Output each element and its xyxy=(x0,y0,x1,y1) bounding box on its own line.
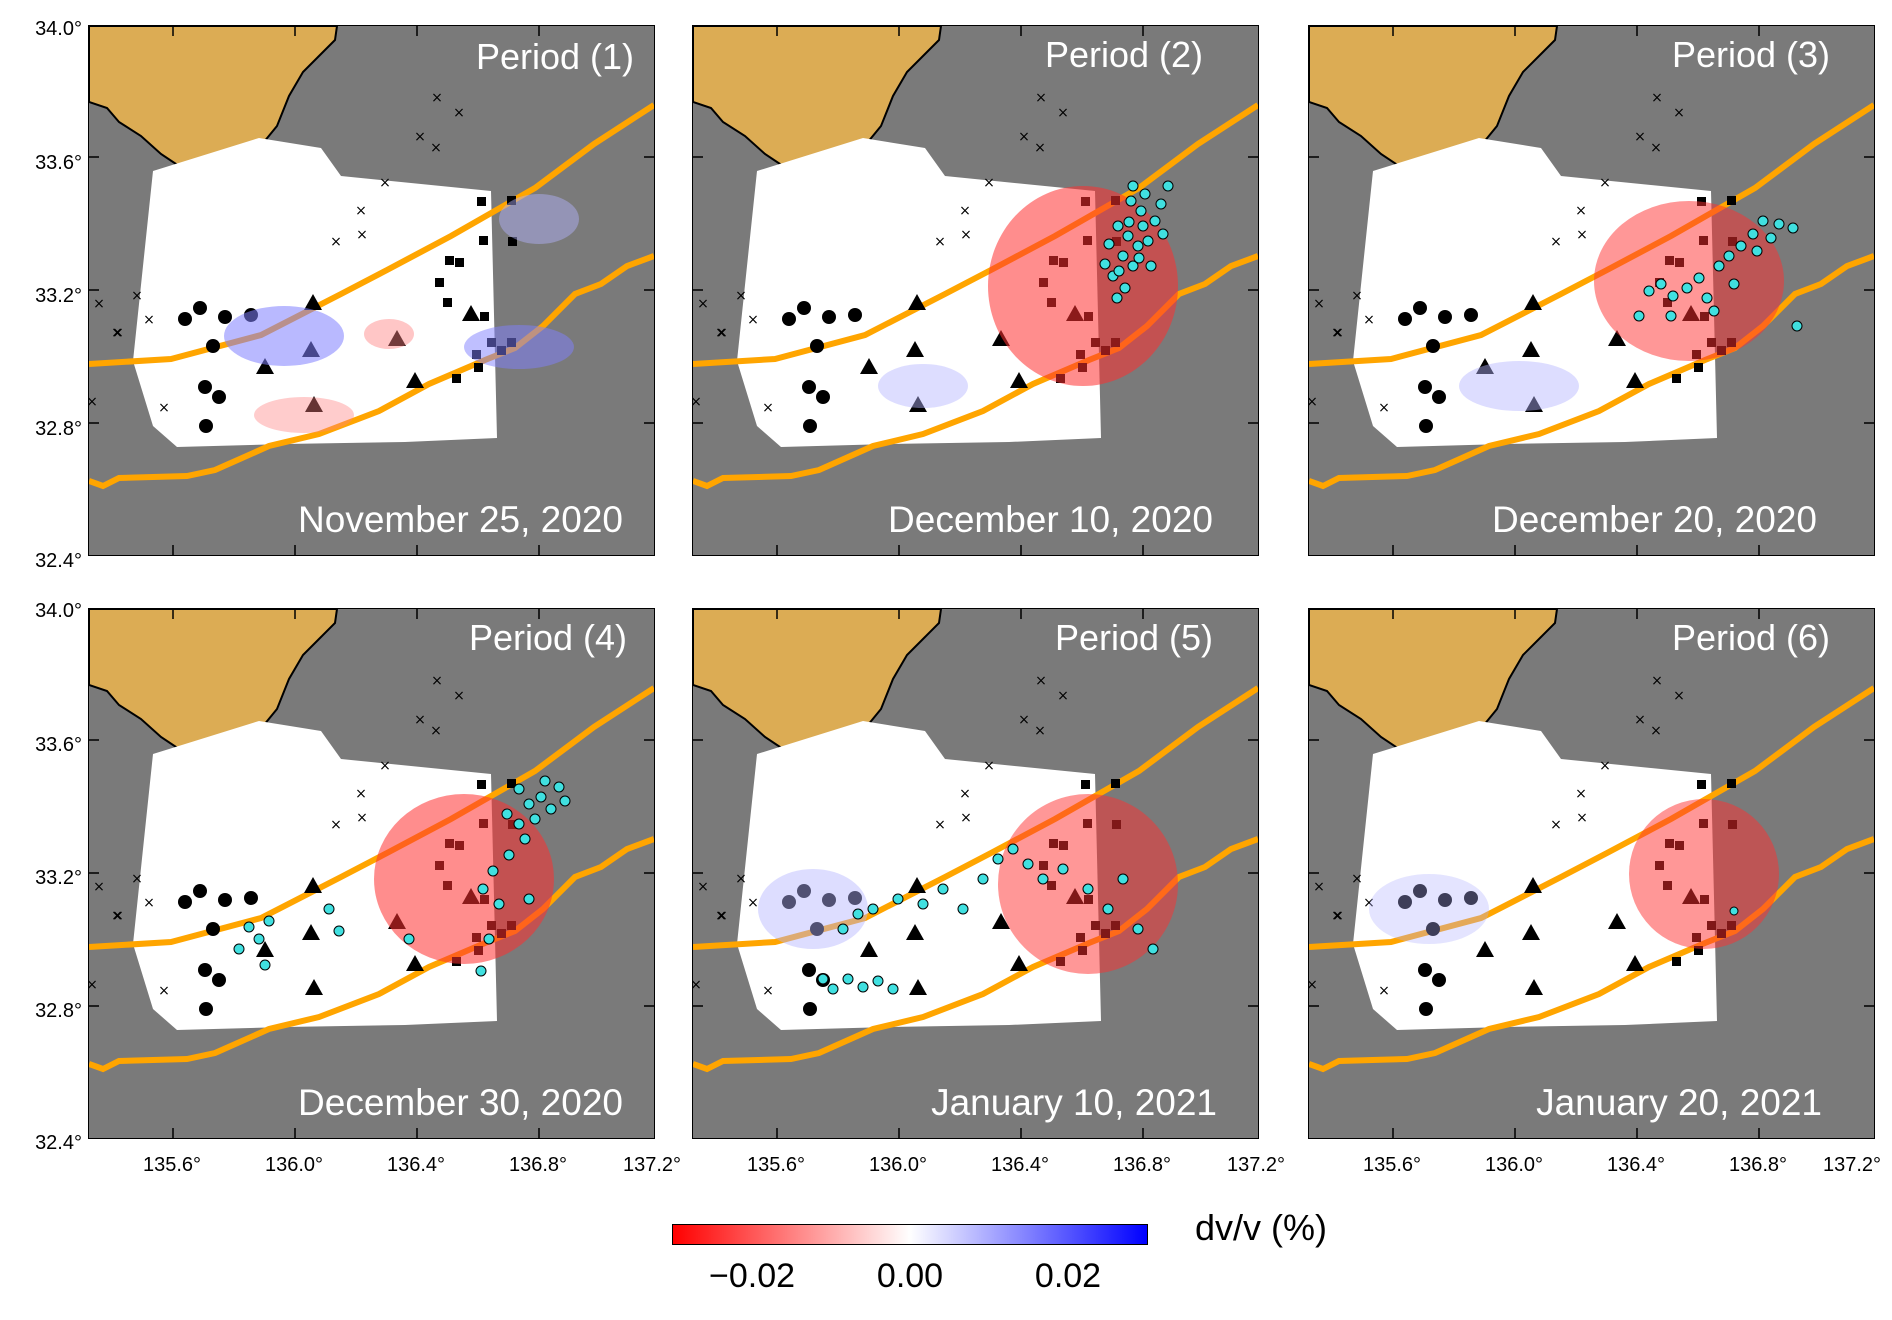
lon-tick: 136.8° xyxy=(508,1154,568,1176)
dv-anomaly-negative xyxy=(1594,201,1784,361)
dv-anomaly-negative xyxy=(1629,799,1779,949)
dv-anomaly-positive xyxy=(224,306,344,366)
map-canvas: Period (2) December 10, 2020 xyxy=(693,26,1258,555)
period-label: Period (3) xyxy=(1672,34,1830,75)
map-canvas: Period (6) January 20, 2021 xyxy=(1309,609,1874,1138)
event-cluster xyxy=(234,776,570,976)
map-panel-period-5: Period (5) January 10, 2021 xyxy=(692,608,1259,1139)
colorbar-title: dv/v (%) xyxy=(1195,1207,1328,1248)
colorbar xyxy=(672,1224,1148,1245)
period-label: Period (4) xyxy=(469,617,627,658)
dv-anomaly-negative xyxy=(364,319,414,349)
lat-tick: 33.6° xyxy=(35,152,82,174)
date-label: January 20, 2021 xyxy=(1536,1082,1822,1123)
lon-tick: 135.6° xyxy=(746,1154,806,1176)
dv-anomaly-positive xyxy=(464,325,574,369)
lat-tick: 33.2° xyxy=(35,867,82,889)
period-label: Period (2) xyxy=(1045,34,1203,75)
event-cluster xyxy=(1730,907,1738,915)
lat-tick: 33.6° xyxy=(35,734,82,756)
lat-tick: 32.4° xyxy=(35,1132,82,1154)
lat-tick: 32.4° xyxy=(35,550,82,572)
dv-anomaly-positive xyxy=(499,194,579,244)
lon-tick: 137.2° xyxy=(622,1154,682,1176)
date-label: December 30, 2020 xyxy=(298,1082,623,1123)
map-canvas: Period (5) January 10, 2021 xyxy=(693,609,1258,1138)
map-panel-period-4: Period (4) December 30, 2020 xyxy=(88,608,655,1139)
date-label: January 10, 2021 xyxy=(931,1082,1217,1123)
lat-tick: 34.0° xyxy=(35,600,82,622)
dv-anomaly-positive xyxy=(758,869,868,949)
map-canvas: Period (4) December 30, 2020 xyxy=(89,609,654,1138)
lat-tick: 32.8° xyxy=(35,418,82,440)
lat-tick: 32.8° xyxy=(35,1000,82,1022)
period-label: Period (6) xyxy=(1672,617,1830,658)
dv-anomaly-positive xyxy=(878,364,968,408)
lon-tick: 137.2° xyxy=(1822,1154,1882,1176)
map-panel-period-3: Period (3) December 20, 2020 xyxy=(1308,25,1875,556)
map-panel-period-2: Period (2) December 10, 2020 xyxy=(692,25,1259,556)
lat-tick: 33.2° xyxy=(35,285,82,307)
lon-tick: 135.6° xyxy=(142,1154,202,1176)
lat-tick: 34.0° xyxy=(35,18,82,40)
lon-tick: 136.4° xyxy=(386,1154,446,1176)
lon-tick: 136.0° xyxy=(868,1154,928,1176)
dv-anomaly-negative xyxy=(374,794,554,964)
period-label: Period (5) xyxy=(1055,617,1213,658)
map-canvas: Period (1) November 25, 2020 xyxy=(89,26,654,555)
lon-tick: 136.0° xyxy=(1484,1154,1544,1176)
event-cluster xyxy=(1100,181,1173,303)
event-cluster xyxy=(818,844,1158,994)
lon-tick: 137.2° xyxy=(1226,1154,1286,1176)
map-panel-period-6: Period (6) January 20, 2021 xyxy=(1308,608,1875,1139)
lon-tick: 136.4° xyxy=(990,1154,1050,1176)
map-canvas: Period (3) December 20, 2020 xyxy=(1309,26,1874,555)
lon-tick: 136.8° xyxy=(1112,1154,1172,1176)
dv-anomaly-negative xyxy=(988,186,1178,386)
date-label: December 10, 2020 xyxy=(888,499,1213,540)
date-label: December 20, 2020 xyxy=(1492,499,1817,540)
lon-tick: 136.0° xyxy=(264,1154,324,1176)
lon-tick: 136.8° xyxy=(1728,1154,1788,1176)
colorbar-tick: −0.02 xyxy=(708,1257,796,1295)
dv-anomaly-positive xyxy=(1369,874,1489,944)
colorbar-tick: 0.02 xyxy=(1034,1257,1102,1295)
event-cluster xyxy=(1634,216,1802,331)
period-label: Period (1) xyxy=(476,36,634,77)
lon-tick: 135.6° xyxy=(1362,1154,1422,1176)
dv-anomaly-negative xyxy=(254,397,354,433)
date-label: November 25, 2020 xyxy=(298,499,623,540)
map-panel-period-1: Period (1) November 25, 2020 xyxy=(88,25,655,556)
lon-tick: 136.4° xyxy=(1606,1154,1666,1176)
dv-anomaly-positive xyxy=(1459,361,1579,411)
colorbar-tick: 0.00 xyxy=(876,1257,944,1295)
